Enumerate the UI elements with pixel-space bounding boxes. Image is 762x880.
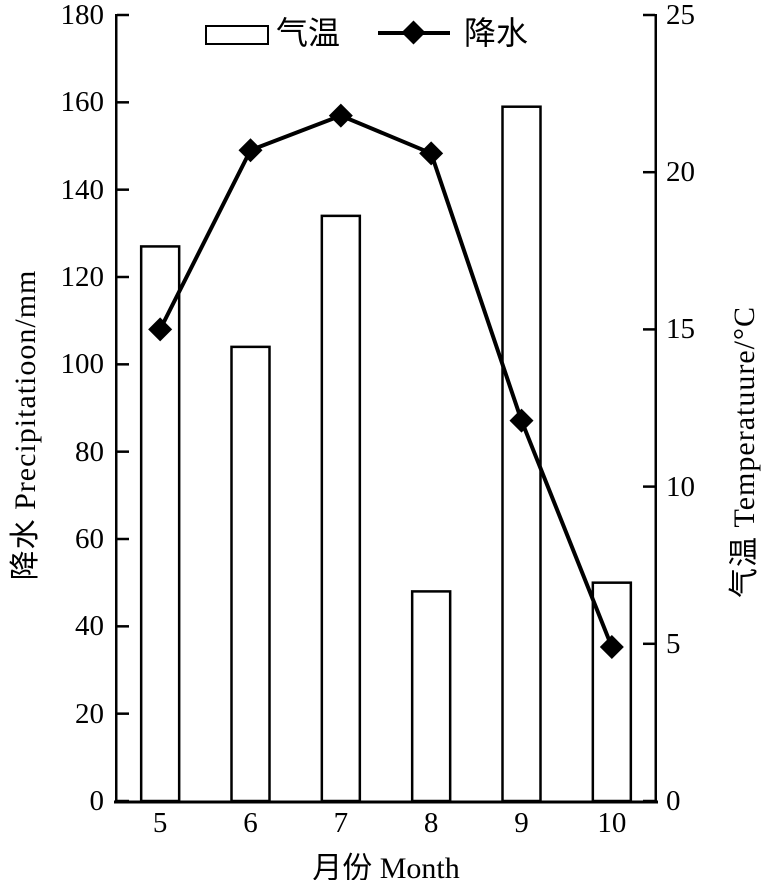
diamond-marker-month-7 bbox=[328, 103, 353, 128]
left-tick-label-160: 160 bbox=[60, 86, 105, 119]
left-tick-label-180: 180 bbox=[60, 0, 105, 31]
left-tick-label-120: 120 bbox=[60, 261, 105, 293]
x-tick-label-8: 8 bbox=[423, 807, 439, 839]
left-axis-title: 降水 Precipitatioon/mm bbox=[9, 269, 42, 581]
right-tick-label-25: 25 bbox=[666, 0, 695, 31]
legend-label-bar-series: 气温 bbox=[276, 15, 341, 51]
left-tick-label-100: 100 bbox=[60, 348, 105, 381]
diamond-marker-month-9 bbox=[509, 408, 534, 433]
x-tick-label-6: 6 bbox=[243, 807, 258, 839]
right-tick-label-0: 0 bbox=[666, 785, 681, 817]
left-tick-label-60: 60 bbox=[75, 523, 104, 555]
left-tick-label-40: 40 bbox=[75, 610, 104, 643]
bar-month-9 bbox=[501, 105, 542, 803]
diamond-marker-month-5 bbox=[148, 317, 173, 342]
legend-bar-swatch-icon bbox=[205, 25, 269, 45]
diamond-marker-month-10 bbox=[599, 634, 624, 659]
diamond-marker-month-6 bbox=[238, 138, 263, 163]
diamond-marker-month-8 bbox=[419, 141, 444, 166]
bar-month-7 bbox=[320, 214, 362, 803]
bar-month-8 bbox=[410, 590, 452, 803]
right-tick-label-15: 15 bbox=[666, 313, 695, 346]
right-tick-label-5: 5 bbox=[666, 627, 681, 660]
right-tick-label-10: 10 bbox=[666, 470, 695, 503]
x-axis-title: 月份 Month bbox=[312, 852, 460, 880]
left-tick-label-20: 20 bbox=[75, 697, 104, 730]
legend-label-line-series: 降水 bbox=[464, 15, 529, 51]
left-tick-label-0: 0 bbox=[89, 785, 105, 817]
left-tick-label-80: 80 bbox=[75, 435, 104, 468]
x-tick-label-5: 5 bbox=[152, 807, 168, 839]
temperature-line bbox=[158, 113, 614, 648]
right-axis-title: 气温 Temperatuure/°C bbox=[728, 306, 761, 598]
x-tick-label-10: 10 bbox=[597, 807, 627, 839]
left-tick-label-140: 140 bbox=[60, 173, 105, 206]
x-tick-label-9: 9 bbox=[514, 807, 529, 839]
right-tick-label-20: 20 bbox=[666, 156, 695, 189]
bar-month-6 bbox=[230, 345, 271, 803]
x-tick-label-7: 7 bbox=[333, 807, 349, 839]
